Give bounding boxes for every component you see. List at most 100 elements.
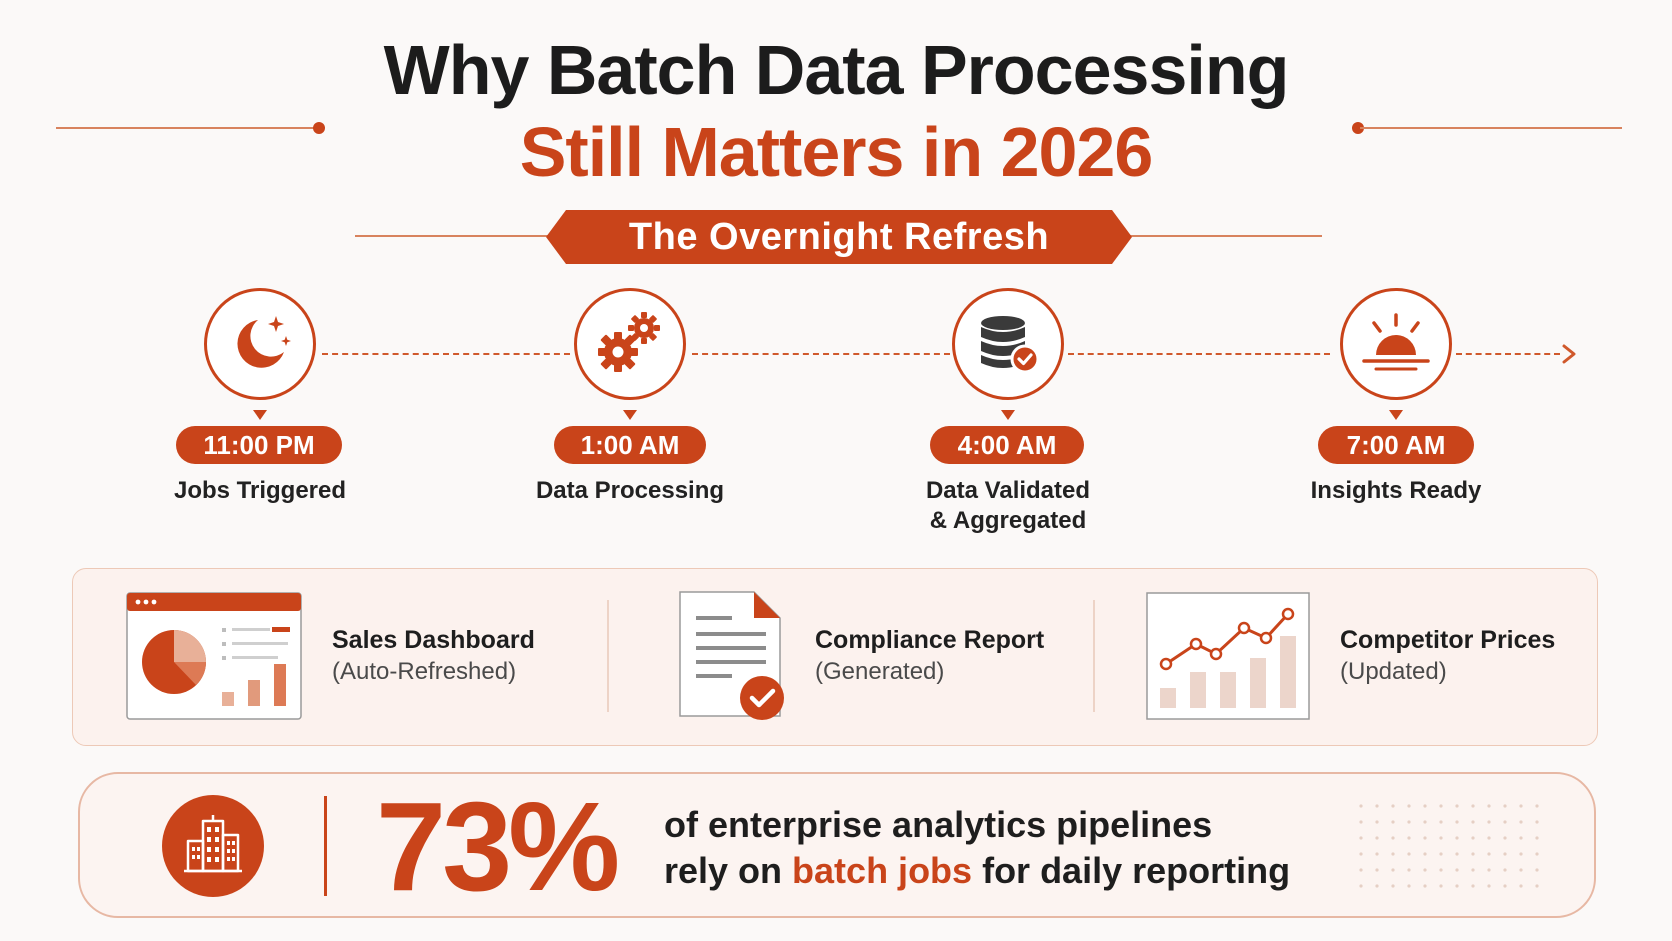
- title-deco-dot-right: [1352, 122, 1364, 134]
- timeline-arrow-icon: [1562, 344, 1576, 364]
- timeline-step-2-label: Data Processing: [535, 477, 725, 504]
- decorative-dot: [1503, 884, 1507, 888]
- outputs-divider-2: [1093, 600, 1095, 712]
- decorative-dot: [1503, 836, 1507, 840]
- decorative-dot: [1471, 820, 1475, 824]
- decorative-dot: [1535, 852, 1539, 856]
- decorative-dot: [1519, 836, 1523, 840]
- decorative-dot: [1407, 820, 1411, 824]
- decorative-dot: [1375, 868, 1379, 872]
- stat-text-prefix: rely on: [664, 850, 793, 891]
- stat-text-line-2: rely on batch jobs for daily reporting: [664, 850, 1290, 892]
- decorative-dot: [1391, 852, 1395, 856]
- decorative-dot: [1487, 852, 1491, 856]
- decorative-dot: [1503, 852, 1507, 856]
- decorative-dot: [1455, 868, 1459, 872]
- timeline-step-2-time: 1:00 AM: [554, 426, 706, 464]
- decorative-dot: [1487, 868, 1491, 872]
- banner-rule-right: [1122, 235, 1322, 237]
- decorative-dot: [1423, 836, 1427, 840]
- decorative-dot: [1407, 804, 1411, 808]
- decorative-dot: [1391, 820, 1395, 824]
- decorative-dot: [1423, 820, 1427, 824]
- decorative-dot: [1375, 804, 1379, 808]
- decorative-dot: [1359, 868, 1363, 872]
- decorative-dot: [1519, 884, 1523, 888]
- outputs-divider-1: [607, 600, 609, 712]
- decorative-dot: [1487, 836, 1491, 840]
- output-3-subtitle: (Updated): [1340, 658, 1447, 685]
- timeline-step-3-time: 4:00 AM: [930, 426, 1084, 464]
- decorative-dot: [1471, 884, 1475, 888]
- dashboard-icon: [126, 592, 302, 720]
- decorative-dot: [1455, 884, 1459, 888]
- decorative-dot: [1535, 884, 1539, 888]
- decorative-dot: [1439, 852, 1443, 856]
- decorative-dot: [1423, 884, 1427, 888]
- decorative-dot: [1407, 852, 1411, 856]
- timeline-step-2-pointer: [623, 410, 637, 420]
- decorative-dot: [1503, 820, 1507, 824]
- output-1-subtitle: (Auto-Refreshed): [332, 658, 517, 685]
- decorative-dot: [1423, 852, 1427, 856]
- title-deco-dot-left: [313, 122, 325, 134]
- decorative-dot: [1391, 804, 1395, 808]
- timeline-step-3-label-line-2: & Aggregated: [929, 507, 1087, 534]
- decorative-dot: [1407, 884, 1411, 888]
- stat-text-highlight: batch jobs: [792, 850, 973, 891]
- decorative-dot: [1535, 868, 1539, 872]
- decorative-dot: [1439, 868, 1443, 872]
- timeline-step-1-label: Jobs Triggered: [173, 477, 347, 504]
- timeline-step-1-time: 11:00 PM: [176, 426, 342, 464]
- decorative-dot: [1487, 820, 1491, 824]
- stat-divider: [324, 796, 327, 896]
- decorative-dot: [1407, 836, 1411, 840]
- decorative-dot: [1455, 804, 1459, 808]
- decorative-dot: [1535, 820, 1539, 824]
- timeline-step-4-circle: [1340, 288, 1452, 400]
- decorative-dot: [1423, 868, 1427, 872]
- decorative-dot: [1407, 868, 1411, 872]
- decorative-dot: [1359, 804, 1363, 808]
- decorative-dot: [1375, 820, 1379, 824]
- decorative-dot: [1439, 884, 1443, 888]
- title-line-2: Still Matters in 2026: [519, 113, 1154, 191]
- moon-stars-icon: [237, 316, 291, 368]
- stat-card: [78, 772, 1596, 918]
- timeline-connector-1: [322, 353, 570, 355]
- decorative-dots: [1359, 804, 1539, 888]
- timeline-connector-3: [1068, 353, 1330, 355]
- timeline-step-3-pointer: [1001, 410, 1015, 420]
- decorative-dot: [1487, 884, 1491, 888]
- timeline-connector-2: [692, 353, 950, 355]
- decorative-dot: [1439, 804, 1443, 808]
- banner-rule-left: [355, 235, 555, 237]
- decorative-dot: [1359, 852, 1363, 856]
- stat-icon-circle: [162, 795, 264, 897]
- decorative-dot: [1535, 804, 1539, 808]
- timeline-step-3-label-line-1: Data Validated: [925, 477, 1091, 504]
- decorative-dot: [1519, 820, 1523, 824]
- decorative-dot: [1471, 852, 1475, 856]
- decorative-dot: [1487, 804, 1491, 808]
- decorative-dot: [1519, 804, 1523, 808]
- decorative-dot: [1519, 868, 1523, 872]
- decorative-dot: [1359, 836, 1363, 840]
- decorative-dot: [1391, 884, 1395, 888]
- document-check-icon: [679, 591, 784, 720]
- timeline-connector-4: [1456, 353, 1560, 355]
- decorative-dot: [1471, 836, 1475, 840]
- decorative-dot: [1359, 820, 1363, 824]
- title-deco-line-right: [1360, 127, 1622, 129]
- decorative-dot: [1519, 852, 1523, 856]
- timeline-step-4-label: Insights Ready: [1310, 477, 1482, 504]
- stat-text-line-1: of enterprise analytics pipelines: [664, 804, 1213, 845]
- decorative-dot: [1359, 884, 1363, 888]
- decorative-dot: [1375, 884, 1379, 888]
- decorative-dot: [1375, 852, 1379, 856]
- stat-value: 73%: [376, 776, 620, 917]
- decorative-dot: [1471, 804, 1475, 808]
- timeline-step-2-circle: [574, 288, 686, 400]
- decorative-dot: [1455, 820, 1459, 824]
- buildings-icon: [184, 815, 242, 873]
